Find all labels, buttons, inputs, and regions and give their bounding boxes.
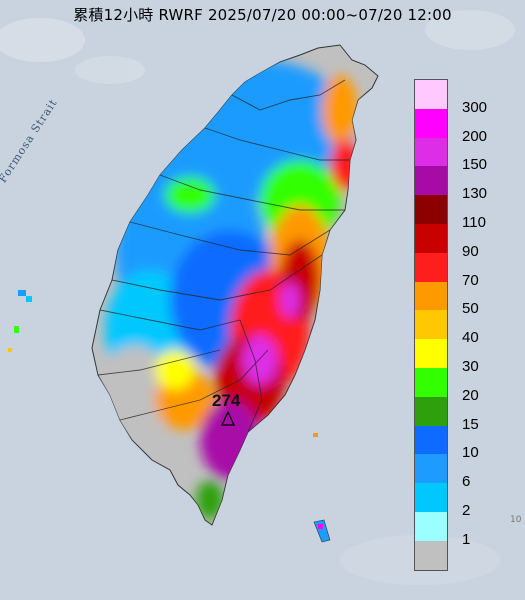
- legend-swatch: [415, 425, 447, 455]
- legend-swatch: [415, 137, 447, 167]
- legend-label: 30: [462, 358, 479, 375]
- legend-label: 130: [462, 185, 488, 203]
- county-boundaries: [97, 79, 350, 433]
- legend-swatch: [415, 339, 447, 368]
- legend-label: 150: [462, 156, 488, 174]
- legend-swatch: [415, 511, 447, 541]
- legend-swatch: [415, 454, 447, 484]
- corner-tick-label: 10: [510, 515, 522, 525]
- offshore-islands: [8, 290, 331, 543]
- legend-label: 10: [462, 444, 479, 462]
- legend-label: 6: [462, 473, 471, 491]
- legend-label: 200: [462, 127, 488, 145]
- legend-swatch: [415, 310, 447, 340]
- legend-swatch: [415, 483, 447, 512]
- legend-swatch: [415, 195, 447, 224]
- legend-label: 40: [462, 329, 479, 347]
- legend-label: 20: [462, 386, 479, 404]
- triangle-marker: [220, 410, 236, 426]
- rainfall-field: [100, 60, 360, 520]
- legend-label: 50: [462, 300, 479, 318]
- legend-swatch: [415, 223, 447, 253]
- legend-label: 70: [462, 271, 479, 289]
- legend-label: 15: [462, 415, 479, 433]
- legend-label: 1: [462, 530, 471, 548]
- legend-label: 110: [462, 214, 486, 231]
- legend-swatch: [415, 367, 447, 397]
- legend-swatch: [415, 252, 447, 282]
- legend-swatch: [415, 108, 447, 138]
- legend-swatch: [415, 540, 447, 570]
- legend-label: 2: [462, 502, 471, 519]
- max-rainfall-value: 274: [212, 391, 241, 410]
- legend-label: 90: [462, 242, 479, 260]
- legend-label: 300: [462, 98, 488, 116]
- legend-swatch: [415, 80, 447, 109]
- legend-swatch: [415, 281, 447, 311]
- legend-swatch: [415, 396, 447, 426]
- legend-swatch: [415, 166, 447, 196]
- map-title: 累積12小時 RWRF 2025/07/20 00:00~07/20 12:00: [73, 6, 452, 24]
- color-legend: [414, 79, 448, 571]
